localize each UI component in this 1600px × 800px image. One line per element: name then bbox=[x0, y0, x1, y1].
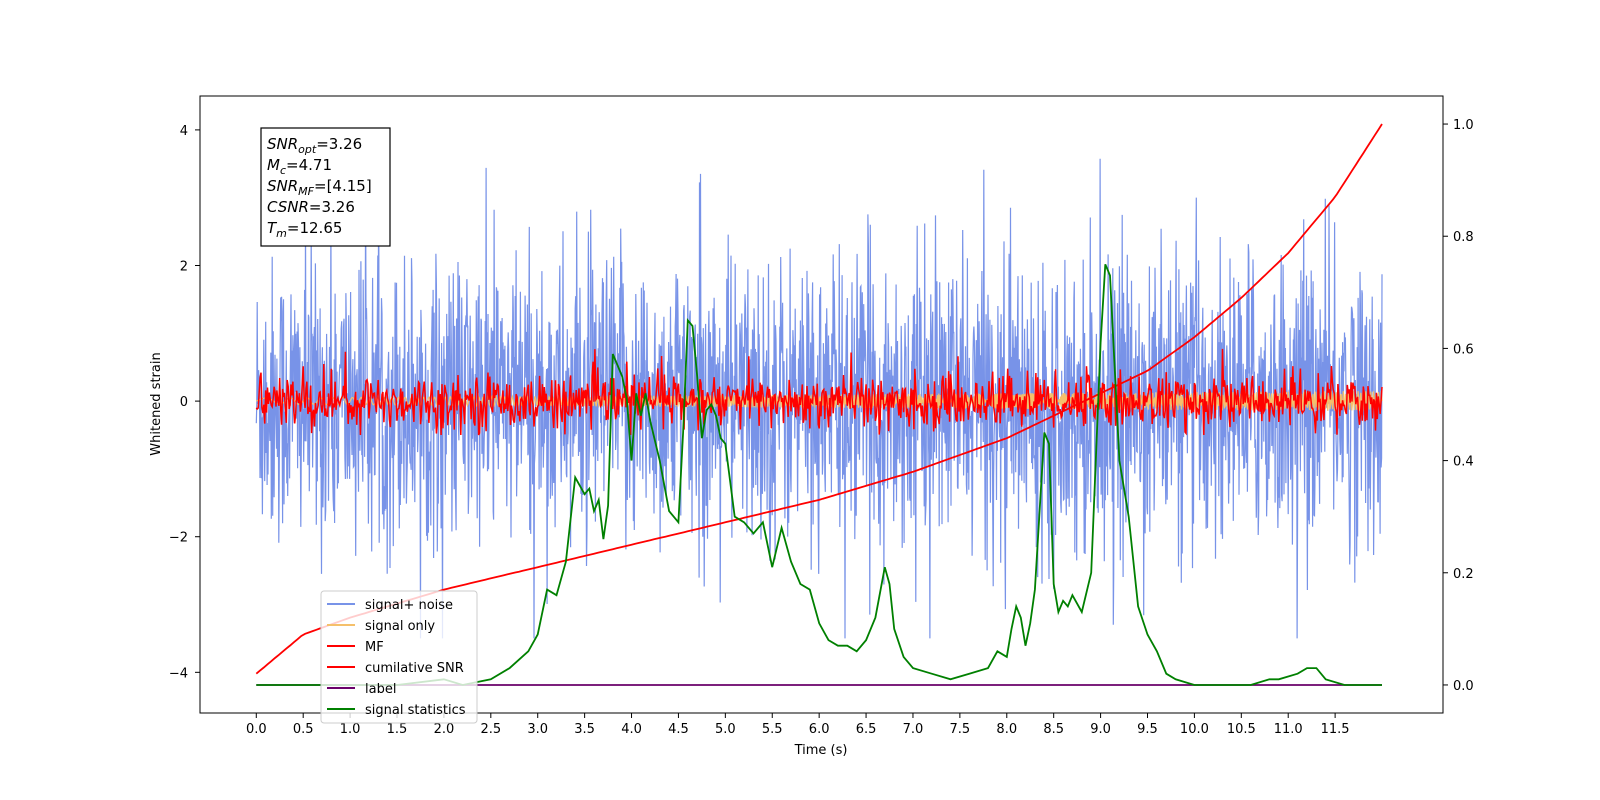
x-tick-label: 3.0 bbox=[527, 722, 548, 737]
annotation-line: CSNR=3.26 bbox=[267, 198, 355, 216]
legend-entry-label: signal only bbox=[365, 619, 435, 634]
annotation-line: Tm=12.65 bbox=[267, 219, 342, 240]
legend-entry-label: signal statistics bbox=[365, 703, 466, 718]
series-layer bbox=[255, 123, 1383, 686]
annotation-box-frame bbox=[260, 127, 391, 247]
series-cumulative-snr-line bbox=[255, 123, 1383, 675]
x-tick-label: 0.5 bbox=[293, 722, 314, 737]
y-right-tick-label: 0.6 bbox=[1453, 342, 1474, 357]
x-tick-label: 10.5 bbox=[1227, 722, 1256, 737]
plot-area-frame bbox=[199, 95, 1444, 714]
y-right-tick-label: 0.4 bbox=[1453, 455, 1474, 470]
x-axis-label: Time (s) bbox=[794, 743, 848, 758]
x-tick-label: 4.0 bbox=[621, 722, 642, 737]
x-tick-label: 1.0 bbox=[340, 722, 361, 737]
series-mf-line bbox=[255, 348, 1383, 436]
annotation-line: Mc=4.71 bbox=[267, 156, 332, 177]
legend: signal+ noise signal only MF cumilative SNR… bbox=[320, 590, 478, 724]
y-axis-left: 4 2 0 −2 −4 bbox=[169, 124, 200, 681]
legend-frame bbox=[320, 590, 478, 724]
x-axis: 0.0 0.5 1.0 1.5 2.0 2.5 3.0 3.5 4.0 4.5 5.0 5.5 6.0 6… bbox=[246, 713, 1350, 737]
legend-entry-label: cumilative SNR bbox=[365, 661, 464, 676]
annotation-line: SNRopt=3.26 bbox=[267, 135, 362, 156]
y-right-tick-label: 0.0 bbox=[1453, 679, 1474, 694]
x-tick-label: 9.0 bbox=[1090, 722, 1111, 737]
y-right-tick-label: 1.0 bbox=[1453, 118, 1474, 133]
x-tick-label: 2.0 bbox=[434, 722, 455, 737]
x-tick-label: 7.5 bbox=[950, 722, 971, 737]
x-tick-label: 5.5 bbox=[762, 722, 783, 737]
x-tick-label: 4.5 bbox=[668, 722, 689, 737]
x-tick-label: 5.0 bbox=[715, 722, 736, 737]
y-right-tick-label: 0.8 bbox=[1453, 230, 1474, 245]
x-tick-label: 11.5 bbox=[1321, 722, 1350, 737]
x-tick-label: 6.5 bbox=[856, 722, 877, 737]
x-tick-label: 2.5 bbox=[480, 722, 501, 737]
y-axis-label-left: Whitened strain bbox=[149, 352, 164, 455]
y-left-tick-label: 0 bbox=[180, 395, 188, 410]
legend-entry-label: label bbox=[365, 682, 396, 697]
y-left-tick-label: −2 bbox=[169, 531, 188, 546]
x-tick-label: 9.5 bbox=[1137, 722, 1158, 737]
y-left-tick-label: 2 bbox=[180, 260, 188, 275]
y-left-tick-label: 4 bbox=[180, 124, 188, 139]
x-tick-label: 3.5 bbox=[574, 722, 595, 737]
x-tick-label: 7.0 bbox=[903, 722, 924, 737]
x-tick-label: 8.0 bbox=[996, 722, 1017, 737]
x-tick-label: 0.0 bbox=[246, 722, 267, 737]
x-tick-label: 8.5 bbox=[1043, 722, 1064, 737]
x-tick-label: 11.0 bbox=[1274, 722, 1303, 737]
y-left-tick-label: −4 bbox=[169, 666, 188, 681]
x-tick-label: 1.5 bbox=[387, 722, 408, 737]
legend-entry-label: signal+ noise bbox=[365, 598, 453, 613]
annotation-line: SNRMF=[4.15] bbox=[267, 177, 372, 198]
y-axis-right: 1.0 0.8 0.6 0.4 0.2 0.0 bbox=[1443, 118, 1474, 694]
y-right-tick-label: 0.2 bbox=[1453, 567, 1474, 582]
x-tick-label: 6.0 bbox=[809, 722, 830, 737]
legend-entry-label: MF bbox=[365, 640, 384, 655]
x-tick-label: 10.0 bbox=[1180, 722, 1209, 737]
series-signal-statistics-line bbox=[256, 263, 1382, 686]
